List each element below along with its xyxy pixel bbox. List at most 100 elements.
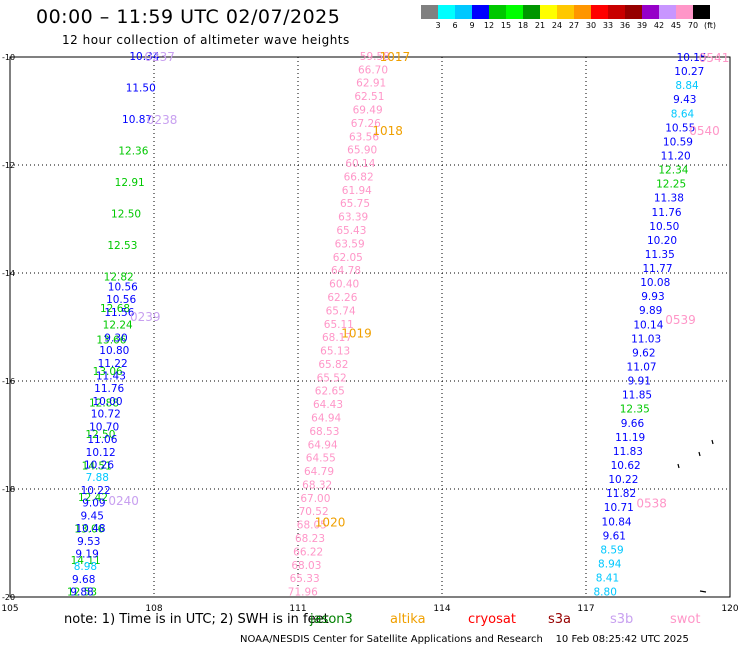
wave-height-value: 11.83 — [613, 446, 643, 458]
wave-height-value: 11.85 — [622, 390, 652, 402]
wave-height-value: 14.51 — [82, 461, 112, 473]
wave-height-value: 67.26 — [351, 118, 381, 130]
lon-tick-label: 114 — [433, 604, 450, 614]
wave-height-value: 60.40 — [329, 279, 359, 291]
wave-height-value: 12.50 — [85, 429, 115, 441]
lat-tick-label: -10 — [2, 53, 15, 62]
wave-height-value: 10.50 — [649, 221, 679, 233]
wave-height-value: 10.27 — [674, 66, 704, 78]
legend-label: 36 — [619, 21, 631, 30]
wave-height-value: 10.71 — [604, 502, 634, 514]
wave-height-value: 10.34 — [129, 51, 159, 63]
wave-height-value: 12.88 — [89, 398, 119, 410]
wave-height-value: 12.24 — [103, 320, 133, 332]
coastline-fragment — [698, 451, 701, 457]
credit-line: NOAA/NESDIS Center for Satellite Applica… — [240, 634, 689, 645]
wave-height-value: 9.19 — [75, 548, 98, 560]
wave-height-value: 61.94 — [342, 185, 372, 197]
lon-tick-label: 108 — [145, 604, 162, 614]
wave-height-value: 13.06 — [74, 524, 104, 536]
page-title: 00:00 – 11:59 UTC 02/07/2025 — [36, 6, 341, 28]
wave-height-value: 11.76 — [94, 383, 124, 395]
wave-height-value: 64.55 — [306, 453, 336, 465]
wave-height-value: 10.72 — [91, 409, 121, 421]
wave-height-value: 66.22 — [293, 546, 323, 558]
note-text: note: 1) Time is in UTC; 2) SWH is in fe… — [64, 612, 329, 627]
wave-height-value: 9.88 — [70, 587, 93, 599]
wave-height-value: 8.41 — [596, 573, 619, 585]
wave-height-value: 10.20 — [647, 235, 677, 247]
wave-height-value: 12.53 — [107, 240, 137, 252]
wave-height-value: 8.64 — [671, 108, 695, 120]
wave-height-value: 8.59 — [600, 544, 623, 556]
legend-label: 18 — [517, 21, 529, 30]
wave-height-value: 64.78 — [331, 265, 361, 277]
satellite-legend-cryosat: cryosat — [468, 612, 516, 627]
pass-time-label: 0540 — [689, 124, 720, 138]
wave-height-value: 64.94 — [308, 439, 338, 451]
wave-height-value: 62.65 — [315, 386, 345, 398]
pass-time-label: 1018 — [372, 124, 403, 138]
legend-swatch — [540, 5, 557, 19]
wave-height-value: 62.05 — [333, 252, 363, 264]
wave-height-value: 9.61 — [603, 530, 626, 542]
wave-height-value: 68.17 — [322, 332, 352, 344]
lat-tick-label: -20 — [2, 593, 15, 602]
pass-time-label: 0538 — [636, 497, 667, 511]
wave-height-value: 11.19 — [615, 432, 645, 444]
wave-height-value: 10.70 — [89, 421, 119, 433]
wave-height-value: 66.70 — [358, 64, 388, 76]
wave-height-value: 10.48 — [75, 523, 105, 535]
satellite-legend-altika: altika — [390, 612, 426, 627]
wave-height-value: 10.56 — [106, 294, 136, 306]
wave-height-value: 12.35 — [620, 404, 650, 416]
wave-height-value: 12.53 — [67, 587, 97, 599]
wave-height-value: 11.03 — [631, 333, 661, 345]
wave-height-value: 11.20 — [661, 150, 691, 162]
legend-swatch — [438, 5, 455, 19]
pass-time-label: 0239 — [130, 310, 161, 324]
wave-height-value: 10.12 — [86, 447, 116, 459]
lon-tick-label: 105 — [1, 604, 18, 614]
wave-height-value: 9.68 — [72, 574, 95, 586]
pass-time-label: 0237 — [144, 50, 175, 64]
pass-time-label: 0240 — [108, 494, 139, 508]
legend-label: 3 — [435, 21, 441, 30]
lat-tick-label: -16 — [2, 377, 15, 386]
pass-time-label: 1017 — [380, 50, 411, 64]
legend-swatch — [608, 5, 625, 19]
wave-height-value: 10.84 — [602, 516, 632, 528]
wave-height-value: 65.52 — [317, 372, 347, 384]
satellite-legend-s3b: s3b — [610, 612, 634, 627]
wave-height-value: 11.07 — [627, 362, 657, 374]
wave-height-value: 9.30 — [104, 332, 127, 344]
lon-tick-label: 120 — [721, 604, 738, 614]
wave-height-value: 10.62 — [611, 460, 641, 472]
wave-height-value: 65.43 — [336, 225, 366, 237]
legend-swatch — [574, 5, 591, 19]
footer-note: note: 1) Time is in UTC; 2) SWH is in fe… — [64, 612, 700, 627]
legend-label: 39 — [636, 21, 648, 30]
legend-swatch — [591, 5, 608, 19]
lon-tick-label: 111 — [289, 604, 306, 614]
legend-swatch — [659, 5, 676, 19]
legend-swatch — [557, 5, 574, 19]
wave-height-value: 65.74 — [326, 305, 356, 317]
wave-height-value: 13.06 — [93, 366, 123, 378]
pass-time-label: 0238 — [147, 113, 178, 127]
legend-label: 70 — [687, 21, 699, 30]
wave-height-value: 11.06 — [87, 434, 117, 446]
color-legend-labels: 3 6 9 12 15 18 21 24 27 30 33 36 39 42 45 70 (ft) — [421, 21, 740, 31]
wave-height-value: 59.58 — [360, 51, 390, 63]
wave-height-value: 71.96 — [288, 587, 318, 599]
legend-label: (ft) — [703, 21, 717, 30]
wave-height-value: 66.82 — [344, 171, 374, 183]
page-subtitle: 12 hour collection of altimeter wave hei… — [62, 33, 350, 47]
wave-height-value: 10.22 — [608, 474, 638, 486]
lat-tick-label: -18 — [2, 485, 15, 494]
pass-time-label: 0539 — [665, 313, 696, 327]
wave-height-value: 69.49 — [353, 104, 383, 116]
satellite-legend-swot: swot — [670, 612, 701, 627]
wave-height-value: 9.09 — [82, 498, 105, 510]
coastline-fragment — [711, 439, 714, 445]
